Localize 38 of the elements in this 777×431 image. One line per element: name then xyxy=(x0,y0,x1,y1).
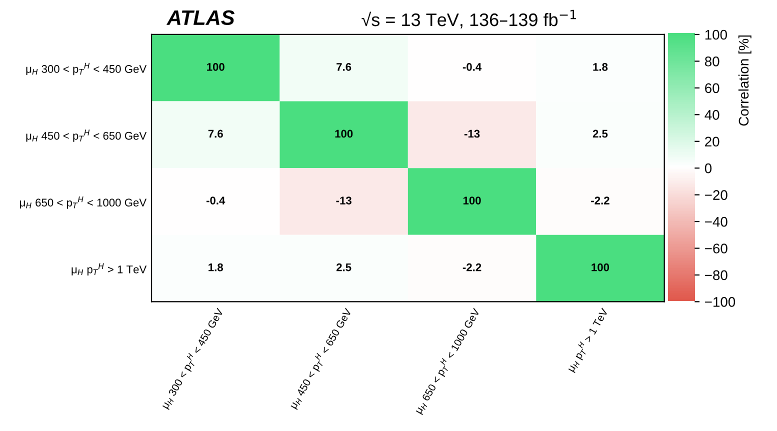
chart-title: √s = 13 TeV, 136–139 fb$^{−1}$ xyxy=(362,10,576,28)
data-label: -2.2 xyxy=(591,196,610,204)
y-tick-label: μ$_{H}$ p$_{T}$$^{H}$ > 1 TeV xyxy=(72,263,147,276)
data-label: -0.4 xyxy=(462,62,482,71)
color-bar-label: 80 xyxy=(704,56,720,66)
color-bar-label: −80 xyxy=(705,270,728,280)
data-label: -13 xyxy=(336,196,352,204)
color-bar-label: 100 xyxy=(705,30,727,40)
x-tick-label: μ$_{H}$ p$_{T}$$^{H}$ > 1 TeV xyxy=(565,306,610,374)
data-label: 2.5 xyxy=(592,130,608,138)
color-bar-label: −40 xyxy=(705,216,728,227)
data-label: 100 xyxy=(207,62,224,71)
x-tick-label: μ$_{H}$ 650 < p$_{T}$$^{H}$ < 1000 GeV xyxy=(412,306,482,416)
color-bar-label: −60 xyxy=(705,244,728,254)
x-tick-label: μ$_{H}$ 450 < p$_{T}$$^{H}$ < 650 GeV xyxy=(287,306,354,410)
data-label: 100 xyxy=(592,263,610,272)
data-label: -0.4 xyxy=(206,196,226,204)
data-label: 1.8 xyxy=(208,263,223,272)
y-tick-label: μ$_{H}$ 300 < p$_{T}$$^{H}$ < 450 GeV xyxy=(26,62,147,76)
text: ATLAS xyxy=(166,10,235,26)
data-label: 2.5 xyxy=(336,263,352,272)
data-label: -2.2 xyxy=(462,263,482,272)
color-bar-label: 60 xyxy=(705,83,720,94)
data-label: 7.6 xyxy=(336,62,352,71)
y-tick-label: μ$_{H}$ 450 < p$_{T}$$^{H}$ < 650 GeV xyxy=(26,130,147,142)
color-bar-label: −100 xyxy=(705,297,736,307)
color-bar-label: 0 xyxy=(704,163,712,174)
data-label: 1.8 xyxy=(593,62,608,71)
color-bar-label: 40 xyxy=(704,110,720,120)
y-tick-label: μ$_{H}$ 650 < p$_{T}$$^{H}$ < 1000 GeV xyxy=(20,196,147,209)
data-label: 100 xyxy=(463,196,481,204)
x-tick-label: μ$_{H}$ 300 < p$_{T}$$^{H}$ < 450 GeV xyxy=(159,306,226,410)
data-label: 100 xyxy=(335,130,353,138)
data-label: 7.6 xyxy=(208,130,223,138)
color-bar-label: 20 xyxy=(705,136,720,147)
data-label: -13 xyxy=(464,130,480,138)
color-bar-title: Correlation [%] xyxy=(738,35,752,126)
color-bar-label: −20 xyxy=(705,190,728,200)
